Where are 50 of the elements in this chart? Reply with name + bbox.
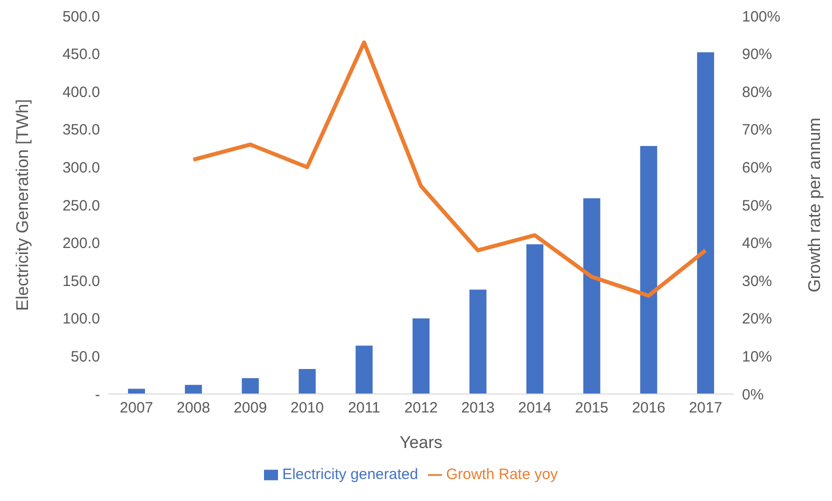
x-tick-label: 2014 — [518, 400, 552, 417]
x-tick-label: 2009 — [234, 400, 267, 417]
y-tick-label: 500.0 — [62, 8, 100, 26]
y2-tick-label: 80% — [742, 84, 772, 101]
y2-tick-label: 60% — [742, 160, 772, 177]
y2-tick-label: 0% — [742, 386, 764, 404]
y2-tick-label: 30% — [742, 272, 772, 290]
x-tick-label: 2012 — [404, 400, 438, 417]
bar — [184, 384, 202, 394]
x-tick-label: 2008 — [176, 400, 210, 417]
x-tick-label: 2011 — [348, 400, 380, 417]
bar — [242, 378, 259, 394]
bar — [412, 318, 430, 394]
x-tick-label: 2016 — [632, 400, 666, 417]
line-series — [191, 40, 708, 298]
bar — [526, 244, 544, 394]
bar — [469, 290, 486, 394]
y2-tick-label: 20% — [742, 310, 772, 328]
bar — [583, 198, 600, 394]
y-axis-title: Electricity Generation [TWh] — [13, 99, 32, 311]
bar — [128, 388, 145, 394]
bar — [697, 52, 714, 394]
y-tick-label: 150.0 — [62, 272, 100, 290]
y2-tick-label: 90% — [742, 46, 772, 64]
y-tick-label: 200.0 — [62, 235, 100, 252]
x-tick-label: 2010 — [290, 400, 324, 417]
bar — [640, 146, 658, 394]
x-tick-label: 2013 — [461, 400, 495, 417]
y2-tick-label: 70% — [742, 122, 772, 139]
y2-tick-label: 40% — [742, 235, 772, 252]
y-tick-label: 450.0 — [62, 46, 100, 64]
bar — [356, 346, 373, 394]
y-tick-label: 50.0 — [70, 348, 100, 366]
legend-label: Electricity generated — [282, 466, 418, 483]
legend-label: Growth Rate yoy — [446, 466, 558, 483]
y2-tick-label: 10% — [742, 348, 772, 366]
y2-axis-title: Growth rate per annum — [805, 118, 824, 292]
y-tick-label: 350.0 — [62, 122, 100, 139]
y-tick-label: 250.0 — [62, 197, 100, 214]
y-tick-label: 400.0 — [62, 84, 100, 101]
y-tick-label: - — [95, 386, 100, 404]
x-tick-label: 2015 — [575, 400, 608, 417]
x-tick-label: 2007 — [120, 400, 154, 417]
bar — [298, 369, 316, 394]
y-tick-label: 100.0 — [62, 310, 100, 328]
y-tick-label: 300.0 — [62, 160, 100, 177]
y2-tick-label: 50% — [742, 197, 772, 214]
y2-tick-label: 100% — [742, 8, 780, 26]
x-axis-title: Years — [400, 433, 442, 452]
x-tick-label: 2017 — [688, 400, 722, 417]
